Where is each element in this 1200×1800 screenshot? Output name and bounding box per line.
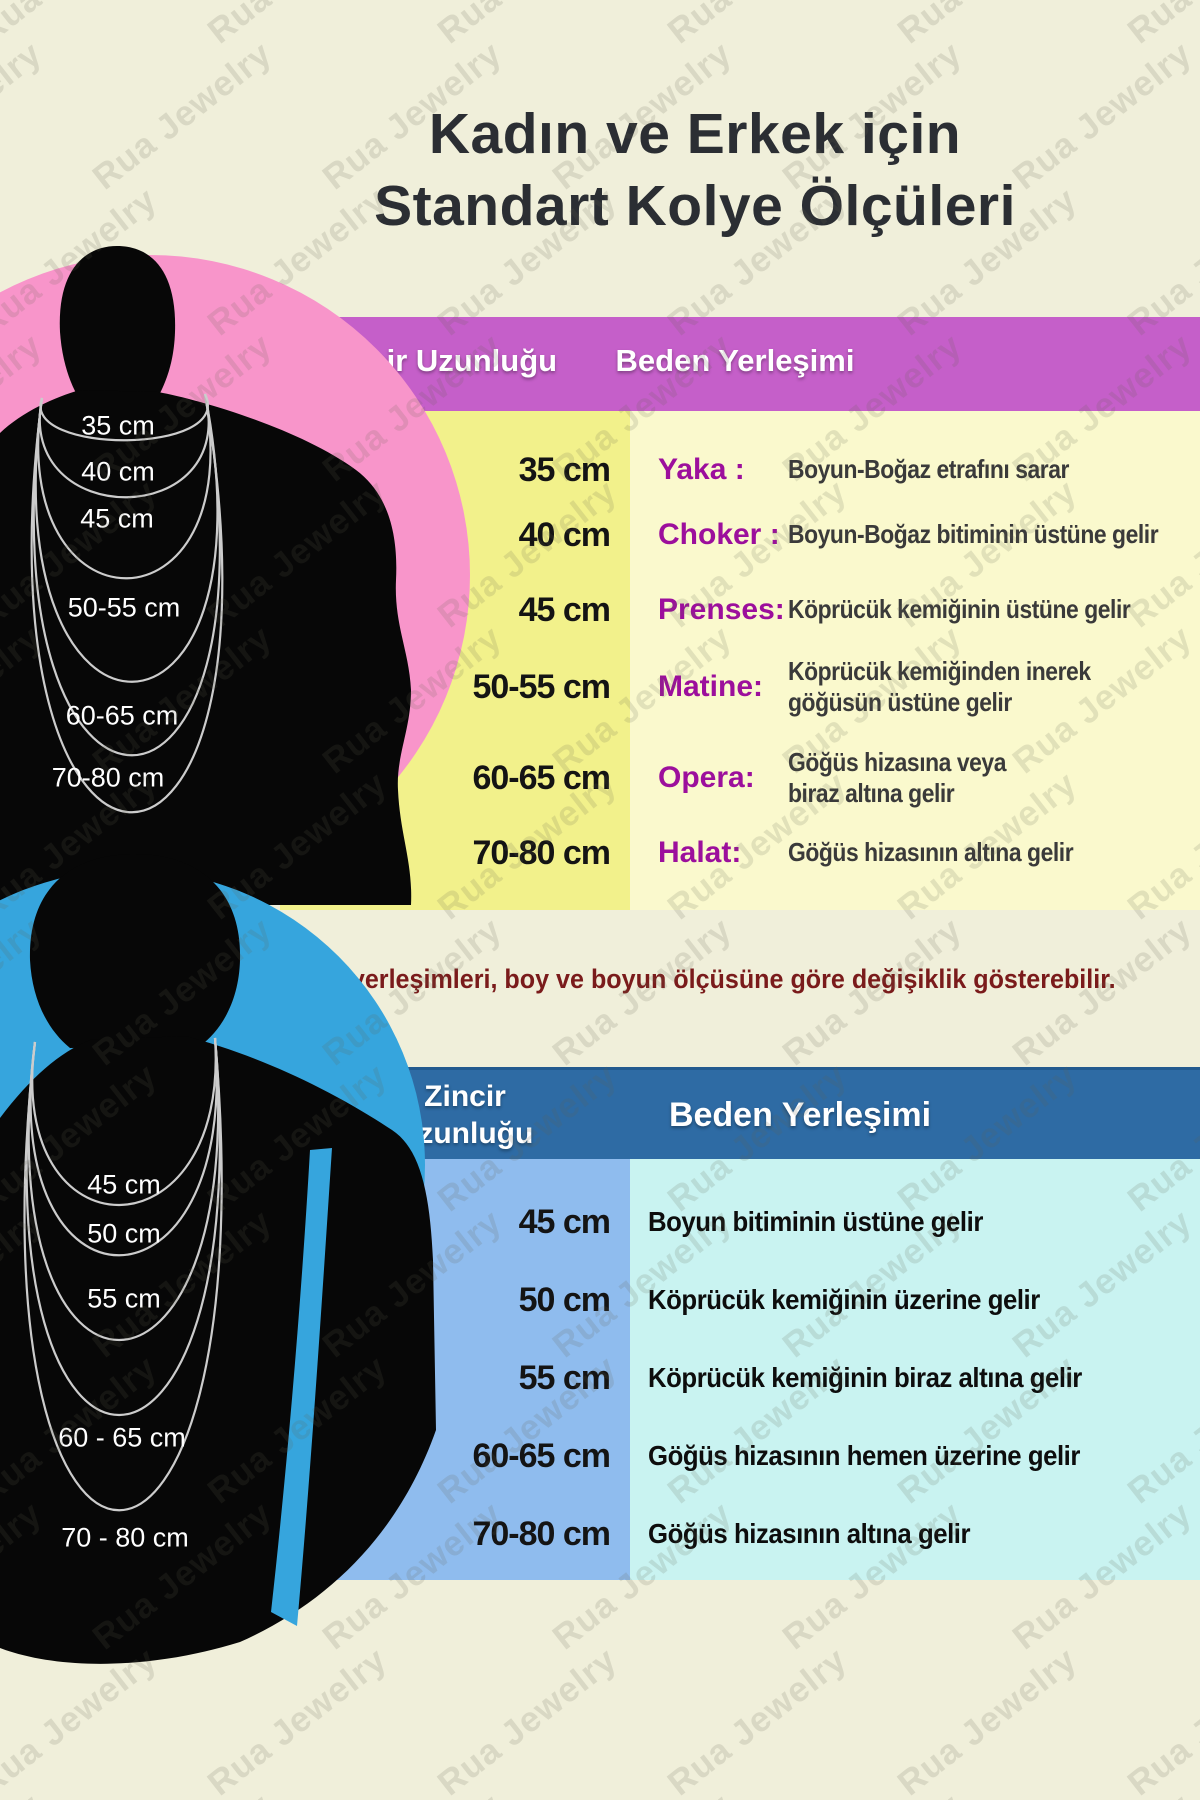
chain-length-value: 50 cm [518, 1280, 611, 1319]
arm-gap-highlight [271, 1148, 332, 1626]
female-chain-label: 50-55 cm [67, 592, 181, 623]
chain-length-value: 50-55 cm [472, 667, 611, 706]
chain-length-value: 35 cm [518, 450, 611, 489]
brand-watermark-text: Rua Jewelry [546, 1786, 740, 1800]
necklace-style-name: Yaka : [658, 453, 745, 486]
placement-description: Göğüs hizasının hemen üzerine gelir [648, 1440, 1080, 1472]
female-chain-label: 45 cm [80, 503, 154, 534]
brand-watermark-text: Rua Jewelry [660, 1639, 855, 1800]
men-table-header-bar: Zincir Uzunluğu Beden Yerleşimi [280, 1067, 1200, 1164]
placement-description: Göğüs hizasının altına gelir [648, 1518, 971, 1550]
placement-description: Boyun-Boğaz bitiminin üstüne gelir [788, 519, 1159, 550]
brand-watermark-text: Rua Jewelry [661, 0, 855, 52]
brand-watermark-text: Rua Jewelry [316, 1786, 510, 1800]
female-head-silhouette [59, 246, 176, 400]
placement-description: Boyun-Boğaz etrafını sarar [788, 454, 1069, 485]
female-chain-label: 60-65 cm [65, 700, 179, 731]
women-table-row: 60-65 cm Opera: Göğüs hizasına veya bira… [280, 742, 1200, 814]
brand-watermark-text: Rua Jewelry [1121, 0, 1200, 52]
page-title-line2: Standart Kolye Ölçüleri [374, 174, 1016, 238]
chain-length-value: 55 cm [518, 1358, 611, 1397]
necklace-style-name: Prenses: [658, 593, 785, 626]
women-table-row: 70-80 cm Halat: Göğüs hizasının altına g… [280, 831, 1200, 875]
men-table-row: 70-80 cm Göğüs hizasının altına gelir [280, 1512, 1200, 1556]
men-table-row: 55 cm Köprücük kemiğinin biraz altına ge… [280, 1356, 1200, 1400]
men-table-row: 45 cm Boyun bitiminin üstüne gelir [280, 1200, 1200, 1244]
chain-arc-55cm [27, 1037, 220, 1341]
women-table-row: 50-55 cm Matine: Köprücük kemiğinden ine… [280, 651, 1200, 723]
chain-length-value: 45 cm [518, 1202, 611, 1241]
male-chain-label: 45 cm [87, 1169, 161, 1200]
chain-arc-60-65cm [32, 393, 221, 757]
chain-arc-35cm [39, 393, 209, 442]
chain-arc-60-65cm [25, 1037, 221, 1417]
brand-watermark-text: Rua Jewelry [0, 0, 165, 52]
chain-length-value: 40 cm [518, 515, 611, 554]
chain-arc-70-80cm [30, 393, 224, 814]
page-title-line1: Kadın ve Erkek için [428, 102, 962, 166]
male-necklace-chains [23, 1037, 223, 1512]
men-table-row: 60-65 cm Göğüs hizasının hemen üzerine g… [280, 1434, 1200, 1478]
necklace-style-name: Opera: [658, 761, 755, 794]
necklace-style-name: Halat: [658, 836, 742, 869]
chain-length-value: 60-65 cm [472, 1436, 611, 1475]
placement-description: Boyun bitiminin üstüne gelir [648, 1206, 983, 1238]
placement-description: Köprücük kemiğinden inerek göğüsün üstün… [788, 655, 1091, 717]
female-silhouette-graphic [0, 246, 470, 905]
men-body-placement-header: Beden Yerleşimi [668, 1096, 932, 1134]
chain-length-value: 70-80 cm [472, 1514, 611, 1553]
placement-description: Köprücük kemiğinin biraz altına gelir [648, 1362, 1082, 1394]
brand-watermark-text: Rua Jewelry [0, 1786, 50, 1800]
page-title: Kadın ve Erkek için Standart Kolye Ölçül… [190, 98, 1200, 242]
placement-description: Göğüs hizasının altına gelir [788, 837, 1074, 868]
brand-watermark-text: Rua Jewelry [1006, 1786, 1200, 1800]
women-body-placement-header: Beden Yerleşimi [615, 343, 855, 378]
female-chain-label: 70-80 cm [51, 762, 165, 793]
male-head-silhouette [29, 854, 241, 1048]
women-table-row: 35 cm Yaka : Boyun-Boğaz etrafını sarar [280, 448, 1200, 492]
male-chain-label: 70 - 80 cm [61, 1522, 189, 1553]
male-chain-label: 50 cm [87, 1218, 161, 1249]
brand-watermark-text: Rua Jewelry [1120, 1639, 1200, 1800]
brand-watermark-text: Rua Jewelry [891, 0, 1085, 52]
brand-watermark-text: Rua Jewelry [0, 33, 50, 197]
placement-description: Köprücük kemiğinin üstüne gelir [788, 594, 1131, 625]
female-necklace-chains [30, 393, 224, 814]
female-chain-label: 35 cm [81, 410, 155, 441]
male-chain-label: 55 cm [87, 1283, 161, 1314]
women-table-row: 40 cm Choker : Boyun-Boğaz bitiminin üst… [280, 513, 1200, 557]
male-silhouette-graphic [0, 854, 436, 1664]
chain-arc-50cm [29, 1037, 218, 1257]
brand-watermark-text: Rua Jewelry [431, 0, 625, 52]
chain-arc-50-55cm [34, 393, 219, 683]
brand-watermark-text: Rua Jewelry [86, 1786, 280, 1800]
male-chain-label: 60 - 65 cm [58, 1422, 186, 1453]
female-chain-label: 40 cm [81, 456, 155, 487]
necklace-style-name: Matine: [658, 670, 763, 703]
female-torso-silhouette [0, 390, 412, 905]
brand-watermark-text: Rua Jewelry [776, 1786, 970, 1800]
chain-arc-45cm [31, 1037, 217, 1207]
placement-description: Göğüs hizasına veya biraz altına gelir [788, 746, 1006, 808]
chain-arc-45cm [37, 393, 212, 580]
chain-length-value: 60-65 cm [472, 758, 611, 797]
brand-watermark-text: Rua Jewelry [890, 1639, 1085, 1800]
necklace-style-name: Choker : [658, 518, 780, 551]
men-table-row: 50 cm Köprücük kemiğinin üzerine gelir [280, 1278, 1200, 1322]
chain-length-value: 45 cm [518, 590, 611, 629]
women-table-row: 45 cm Prenses: Köprücük kemiğinin üstüne… [280, 588, 1200, 632]
brand-watermark-text: Rua Jewelry [201, 0, 395, 52]
chain-arc-40cm [38, 393, 210, 499]
chain-length-value: 70-80 cm [472, 833, 611, 872]
chain-arc-70-80cm [23, 1037, 223, 1512]
placement-description: Köprücük kemiğinin üzerine gelir [648, 1284, 1040, 1316]
